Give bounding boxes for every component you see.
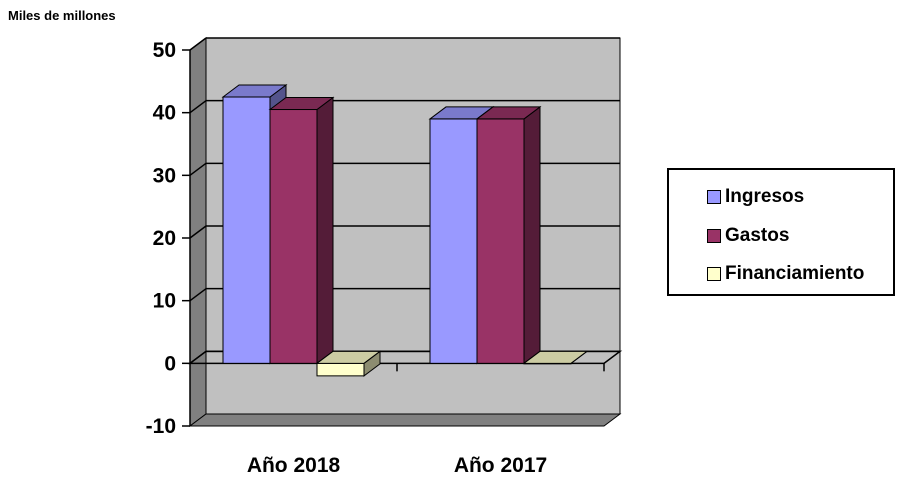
bar-side xyxy=(523,105,541,365)
bar-gastos-2018 xyxy=(268,96,335,365)
legend-swatch-financiamiento xyxy=(707,267,721,281)
bar-financiamiento-2017 xyxy=(522,350,589,365)
legend-swatch-ingresos xyxy=(707,190,721,204)
bar-gastos-2017 xyxy=(475,105,542,365)
gridline-side xyxy=(189,225,207,239)
gridline-side xyxy=(189,288,207,302)
bar-top xyxy=(315,350,382,364)
bar-side xyxy=(316,96,334,365)
x-category-label: Año 2017 xyxy=(454,454,547,477)
gridline-side xyxy=(189,37,207,51)
bars xyxy=(221,84,589,377)
bar-top xyxy=(268,97,335,111)
y-tick-label: 0 xyxy=(164,352,176,375)
bar-top xyxy=(522,350,589,364)
y-tick-label: -10 xyxy=(146,415,176,438)
bar-top xyxy=(221,84,288,98)
y-tick-label: 50 xyxy=(153,39,176,62)
gridline-side xyxy=(189,162,207,176)
x-category-label: Año 2018 xyxy=(247,454,341,477)
legend-swatch-gastos xyxy=(707,229,721,243)
bar-front xyxy=(316,362,365,377)
bar-front xyxy=(269,109,318,364)
legend-label-gastos: Gastos xyxy=(725,225,790,246)
y-unit-label: Miles de millones xyxy=(8,8,116,23)
legend-item-ingresos: Ingresos xyxy=(707,186,804,208)
bar-front xyxy=(429,118,478,364)
legend-label-ingresos: Ingresos xyxy=(725,186,805,207)
legend-label-financiamiento: Financiamiento xyxy=(725,263,865,284)
legend-item-gastos: Gastos xyxy=(707,225,789,247)
floor xyxy=(188,413,622,427)
bar-financiamiento-2018 xyxy=(315,350,382,377)
gridline-side xyxy=(189,100,207,114)
y-tick-label: 40 xyxy=(153,102,176,125)
axis-labels: 50 40 30 20 10 0 -10 Año 2018 Año 2017 xyxy=(146,39,548,477)
legend-item-financiamiento: Financiamiento xyxy=(707,263,864,285)
y-tick-label: 30 xyxy=(153,164,176,187)
bar-top xyxy=(475,106,542,120)
legend: Ingresos Gastos Financiamiento xyxy=(667,168,895,296)
y-tick-label: 10 xyxy=(153,290,176,313)
bar-front xyxy=(476,118,525,364)
bar-front xyxy=(222,96,271,364)
y-tick-label: 20 xyxy=(153,227,176,250)
